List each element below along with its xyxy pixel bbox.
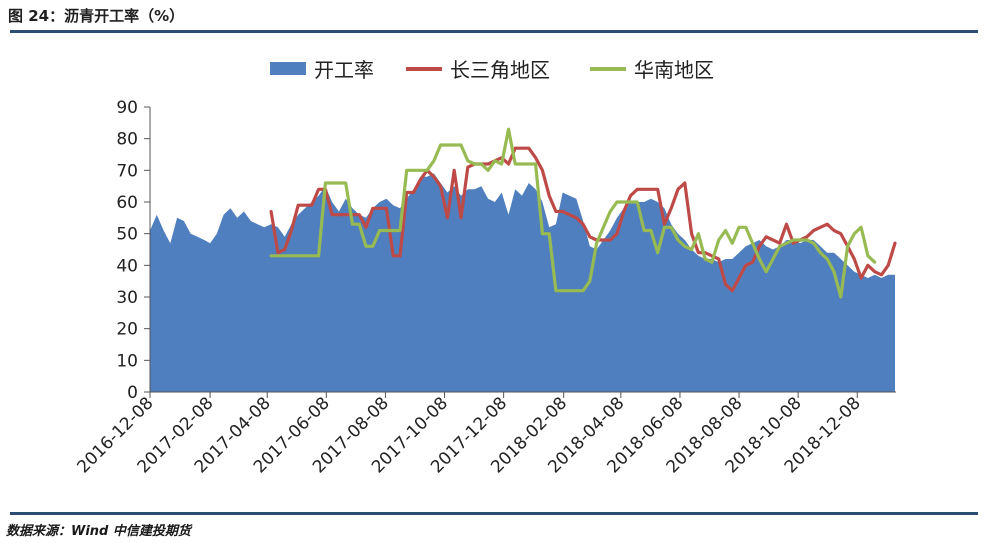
series-area-operating-rate — [150, 173, 895, 392]
legend-label-area: 开工率 — [314, 58, 374, 82]
y-tick-label: 70 — [116, 161, 138, 181]
y-tick-label: 90 — [116, 98, 138, 118]
y-tick-label: 40 — [116, 256, 138, 276]
legend-swatch-south-china — [590, 66, 626, 71]
figure-title: 图 24：沥青开工率（%） — [8, 7, 185, 25]
legend-label-south-china: 华南地区 — [634, 58, 714, 82]
title-rule — [10, 30, 978, 33]
legend-swatch-yangtze — [406, 66, 442, 71]
series-line-yangtze — [269, 146, 897, 293]
y-tick-label: 30 — [116, 288, 138, 308]
y-tick-label: 60 — [116, 193, 138, 213]
y-tick-label: 50 — [116, 225, 138, 245]
y-tick-label: 10 — [116, 351, 138, 371]
y-tick-label: 20 — [116, 320, 138, 340]
y-tick-label: 80 — [116, 130, 138, 150]
legend-item-yangtze: 长三角地区 — [406, 54, 550, 83]
chart-plot: 01020304050607080902016-12-082017-02-082… — [74, 98, 897, 477]
chart-legend: 开工率 长三角地区 华南地区 — [0, 50, 984, 83]
legend-item-south-china: 华南地区 — [590, 54, 714, 83]
y-tick-label: 0 — [127, 383, 138, 403]
footer-rule — [10, 512, 978, 515]
line-layer — [269, 127, 897, 299]
series-line-south-china — [269, 127, 877, 299]
legend-item-area: 开工率 — [270, 54, 374, 83]
legend-swatch-area — [270, 62, 306, 75]
figure-header: 图 24：沥青开工率（%） — [0, 0, 984, 33]
legend-label-yangtze: 长三角地区 — [450, 58, 550, 82]
source-note: 数据来源：Wind 中信建投期货 — [6, 524, 191, 539]
area-layer — [150, 173, 895, 392]
